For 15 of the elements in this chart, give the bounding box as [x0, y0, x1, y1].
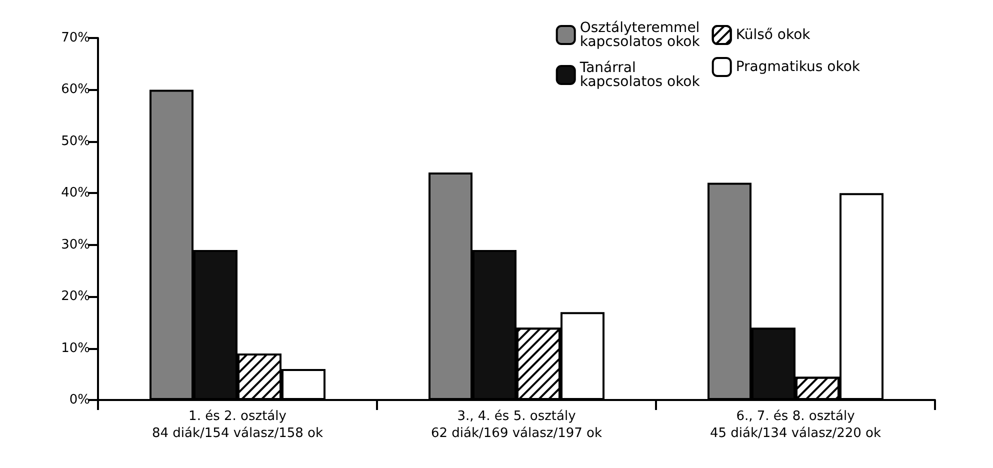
- legend-label: Külső okok: [736, 27, 812, 43]
- y-tick-label: 50%: [61, 134, 90, 149]
- y-tick-label: 40%: [61, 186, 90, 201]
- legend-label: Pragmatikus okok: [736, 59, 861, 75]
- legend-label: Osztályteremmel kapcsolatos okok: [580, 20, 701, 50]
- y-tick-label: 70%: [61, 30, 90, 46]
- y-tick-label: 30%: [61, 237, 90, 252]
- y-tick-label: 10%: [61, 340, 90, 356]
- x-tick-label: 3., 4. és 5. osztály 62 diák/169 válasz/197 ok: [431, 409, 602, 441]
- y-tick-label: 0%: [69, 392, 90, 408]
- x-tick-label: 6., 7. és 8. osztály 45 diák/134 válasz/220 ok: [710, 409, 882, 441]
- legend-label: Tanárral kapcsolatos okok: [578, 60, 701, 90]
- y-tick-label: 20%: [61, 289, 90, 304]
- x-tick-label: 1. és 2. osztály 84 diák/154 válasz/158 ok: [152, 409, 324, 441]
- y-tick-label: 60%: [61, 82, 90, 98]
